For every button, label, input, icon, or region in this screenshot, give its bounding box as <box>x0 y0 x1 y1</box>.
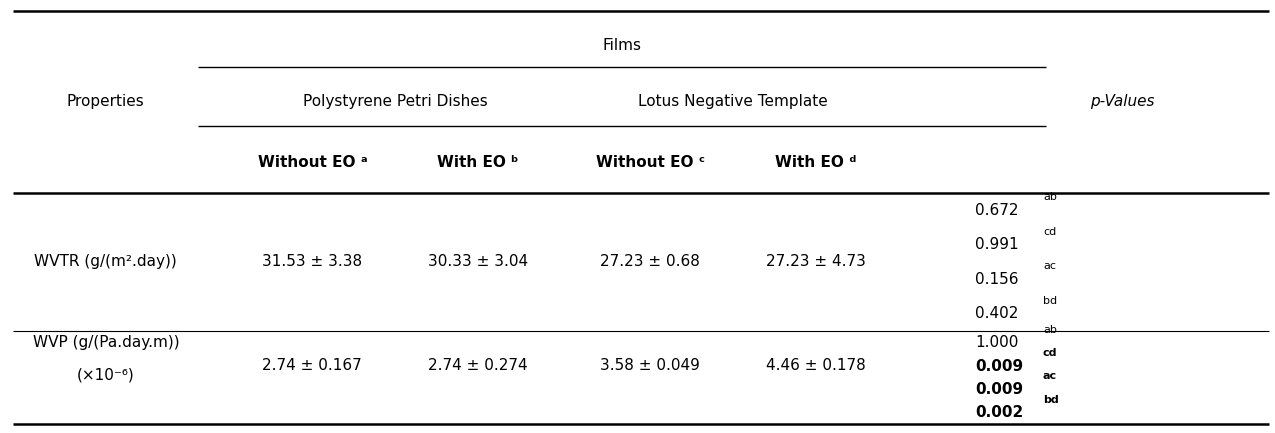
Text: cd: cd <box>1043 226 1056 237</box>
Text: Polystyrene Petri Dishes: Polystyrene Petri Dishes <box>303 94 487 109</box>
Text: Films: Films <box>602 38 641 53</box>
Text: 0.009: 0.009 <box>975 382 1024 397</box>
Text: 0.402: 0.402 <box>975 307 1019 321</box>
Text: WVP (g/(Pa.day.m)): WVP (g/(Pa.day.m)) <box>33 335 179 349</box>
Text: WVTR (g/(m².day)): WVTR (g/(m².day)) <box>34 255 177 269</box>
Text: p-Values: p-Values <box>1090 94 1154 109</box>
Text: ac: ac <box>1043 372 1057 381</box>
Text: ab: ab <box>1043 192 1057 202</box>
Text: Without EO ᶜ: Without EO ᶜ <box>595 155 705 170</box>
Text: 2.74 ± 0.274: 2.74 ± 0.274 <box>428 359 528 373</box>
Text: 0.156: 0.156 <box>975 272 1019 287</box>
Text: 31.53 ± 3.38: 31.53 ± 3.38 <box>263 255 362 269</box>
Text: 27.23 ± 4.73: 27.23 ± 4.73 <box>766 255 866 269</box>
Text: 3.58 ± 0.049: 3.58 ± 0.049 <box>601 359 700 373</box>
Text: With EO ᵈ: With EO ᵈ <box>775 155 857 170</box>
Text: 0.009: 0.009 <box>975 359 1024 374</box>
Text: 27.23 ± 0.68: 27.23 ± 0.68 <box>601 255 700 269</box>
Text: 2.74 ± 0.167: 2.74 ± 0.167 <box>263 359 362 373</box>
Text: 4.46 ± 0.178: 4.46 ± 0.178 <box>766 359 866 373</box>
Text: cd: cd <box>1043 348 1057 358</box>
Text: bd: bd <box>1043 395 1058 405</box>
Text: 0.991: 0.991 <box>975 237 1019 252</box>
Text: Properties: Properties <box>68 94 144 109</box>
Text: Without EO ᵃ: Without EO ᵃ <box>258 155 367 170</box>
Text: 0.672: 0.672 <box>975 203 1019 217</box>
Text: With EO ᵇ: With EO ᵇ <box>437 155 519 170</box>
Text: 1.000: 1.000 <box>975 336 1019 350</box>
Text: ab: ab <box>1043 325 1057 335</box>
Text: bd: bd <box>1043 296 1057 306</box>
Text: 30.33 ± 3.04: 30.33 ± 3.04 <box>428 255 528 269</box>
Text: (×10⁻⁶): (×10⁻⁶) <box>76 367 135 382</box>
Text: 0.002: 0.002 <box>975 405 1024 420</box>
Text: Lotus Negative Template: Lotus Negative Template <box>639 94 827 109</box>
Text: ac: ac <box>1043 261 1056 271</box>
